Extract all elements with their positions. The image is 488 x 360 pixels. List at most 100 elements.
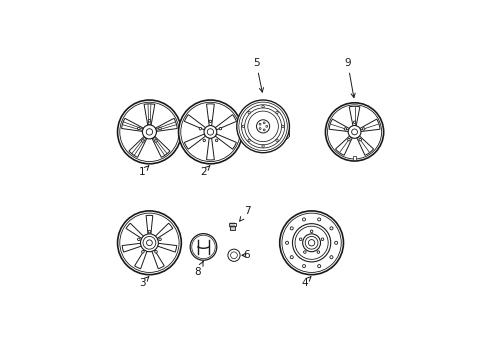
Ellipse shape xyxy=(334,241,337,244)
Ellipse shape xyxy=(238,102,287,150)
Ellipse shape xyxy=(329,227,332,230)
Ellipse shape xyxy=(302,265,305,267)
Ellipse shape xyxy=(259,123,261,125)
Polygon shape xyxy=(144,104,155,125)
Ellipse shape xyxy=(117,100,181,164)
Ellipse shape xyxy=(146,240,152,246)
Ellipse shape xyxy=(305,237,317,249)
Ellipse shape xyxy=(256,120,269,133)
Ellipse shape xyxy=(159,238,161,240)
Polygon shape xyxy=(215,134,236,149)
Ellipse shape xyxy=(279,211,343,275)
Ellipse shape xyxy=(321,238,323,240)
Ellipse shape xyxy=(117,211,181,275)
Text: 8: 8 xyxy=(194,261,203,277)
Ellipse shape xyxy=(308,240,314,246)
Ellipse shape xyxy=(244,108,281,145)
Ellipse shape xyxy=(247,111,250,113)
Ellipse shape xyxy=(191,235,215,258)
Ellipse shape xyxy=(203,126,216,138)
Ellipse shape xyxy=(142,251,144,253)
Ellipse shape xyxy=(327,105,381,159)
Polygon shape xyxy=(156,243,176,252)
Text: 9: 9 xyxy=(344,58,354,98)
Ellipse shape xyxy=(275,139,278,141)
Ellipse shape xyxy=(148,120,150,122)
Ellipse shape xyxy=(263,122,264,124)
Polygon shape xyxy=(152,136,170,157)
Polygon shape xyxy=(151,249,164,269)
Ellipse shape xyxy=(344,128,346,130)
Ellipse shape xyxy=(215,139,217,141)
Ellipse shape xyxy=(299,238,301,240)
Ellipse shape xyxy=(154,140,157,142)
Bar xyxy=(230,223,234,230)
Polygon shape xyxy=(348,106,359,126)
Ellipse shape xyxy=(137,127,140,130)
Ellipse shape xyxy=(358,139,361,141)
Ellipse shape xyxy=(190,234,216,260)
Ellipse shape xyxy=(351,129,357,135)
Polygon shape xyxy=(206,138,214,160)
Ellipse shape xyxy=(142,125,156,139)
Ellipse shape xyxy=(325,103,383,161)
Ellipse shape xyxy=(316,251,319,253)
Polygon shape xyxy=(126,223,144,239)
Ellipse shape xyxy=(142,140,144,142)
Ellipse shape xyxy=(347,139,349,141)
Polygon shape xyxy=(206,104,214,126)
Ellipse shape xyxy=(230,252,237,258)
Ellipse shape xyxy=(263,129,264,131)
Ellipse shape xyxy=(146,129,152,135)
Ellipse shape xyxy=(238,128,287,143)
Polygon shape xyxy=(328,119,349,132)
Ellipse shape xyxy=(289,256,293,259)
Polygon shape xyxy=(146,215,152,235)
Ellipse shape xyxy=(282,213,341,273)
Ellipse shape xyxy=(236,128,289,144)
Polygon shape xyxy=(359,119,379,132)
Ellipse shape xyxy=(310,230,312,233)
Polygon shape xyxy=(122,118,143,131)
Polygon shape xyxy=(184,134,205,149)
Ellipse shape xyxy=(178,100,242,164)
Bar xyxy=(229,223,235,226)
Ellipse shape xyxy=(317,218,320,221)
Ellipse shape xyxy=(207,129,213,135)
Ellipse shape xyxy=(242,125,244,127)
Polygon shape xyxy=(356,136,373,155)
Polygon shape xyxy=(122,243,142,252)
Text: 7: 7 xyxy=(239,206,251,221)
Text: 4: 4 xyxy=(301,276,310,288)
Text: 5: 5 xyxy=(252,58,263,92)
Ellipse shape xyxy=(140,234,158,252)
Ellipse shape xyxy=(137,238,140,240)
Ellipse shape xyxy=(159,127,161,130)
Ellipse shape xyxy=(289,227,293,230)
Text: 3: 3 xyxy=(139,276,148,288)
Ellipse shape xyxy=(181,102,240,162)
Polygon shape xyxy=(154,223,172,239)
Ellipse shape xyxy=(292,224,330,262)
Ellipse shape xyxy=(247,111,278,141)
Ellipse shape xyxy=(203,139,205,141)
Ellipse shape xyxy=(227,249,240,261)
Ellipse shape xyxy=(302,218,305,221)
Ellipse shape xyxy=(148,230,150,233)
Ellipse shape xyxy=(275,111,278,113)
Ellipse shape xyxy=(262,145,264,147)
Ellipse shape xyxy=(236,100,289,153)
Ellipse shape xyxy=(120,213,179,273)
Text: 6: 6 xyxy=(242,250,249,260)
Ellipse shape xyxy=(241,105,284,148)
Polygon shape xyxy=(335,136,352,155)
Ellipse shape xyxy=(294,226,327,259)
Ellipse shape xyxy=(143,237,156,249)
Ellipse shape xyxy=(219,127,221,130)
Ellipse shape xyxy=(347,126,360,138)
Polygon shape xyxy=(155,118,177,131)
Ellipse shape xyxy=(285,241,288,244)
Ellipse shape xyxy=(281,125,284,127)
Text: 2: 2 xyxy=(200,166,209,177)
Ellipse shape xyxy=(259,127,261,130)
